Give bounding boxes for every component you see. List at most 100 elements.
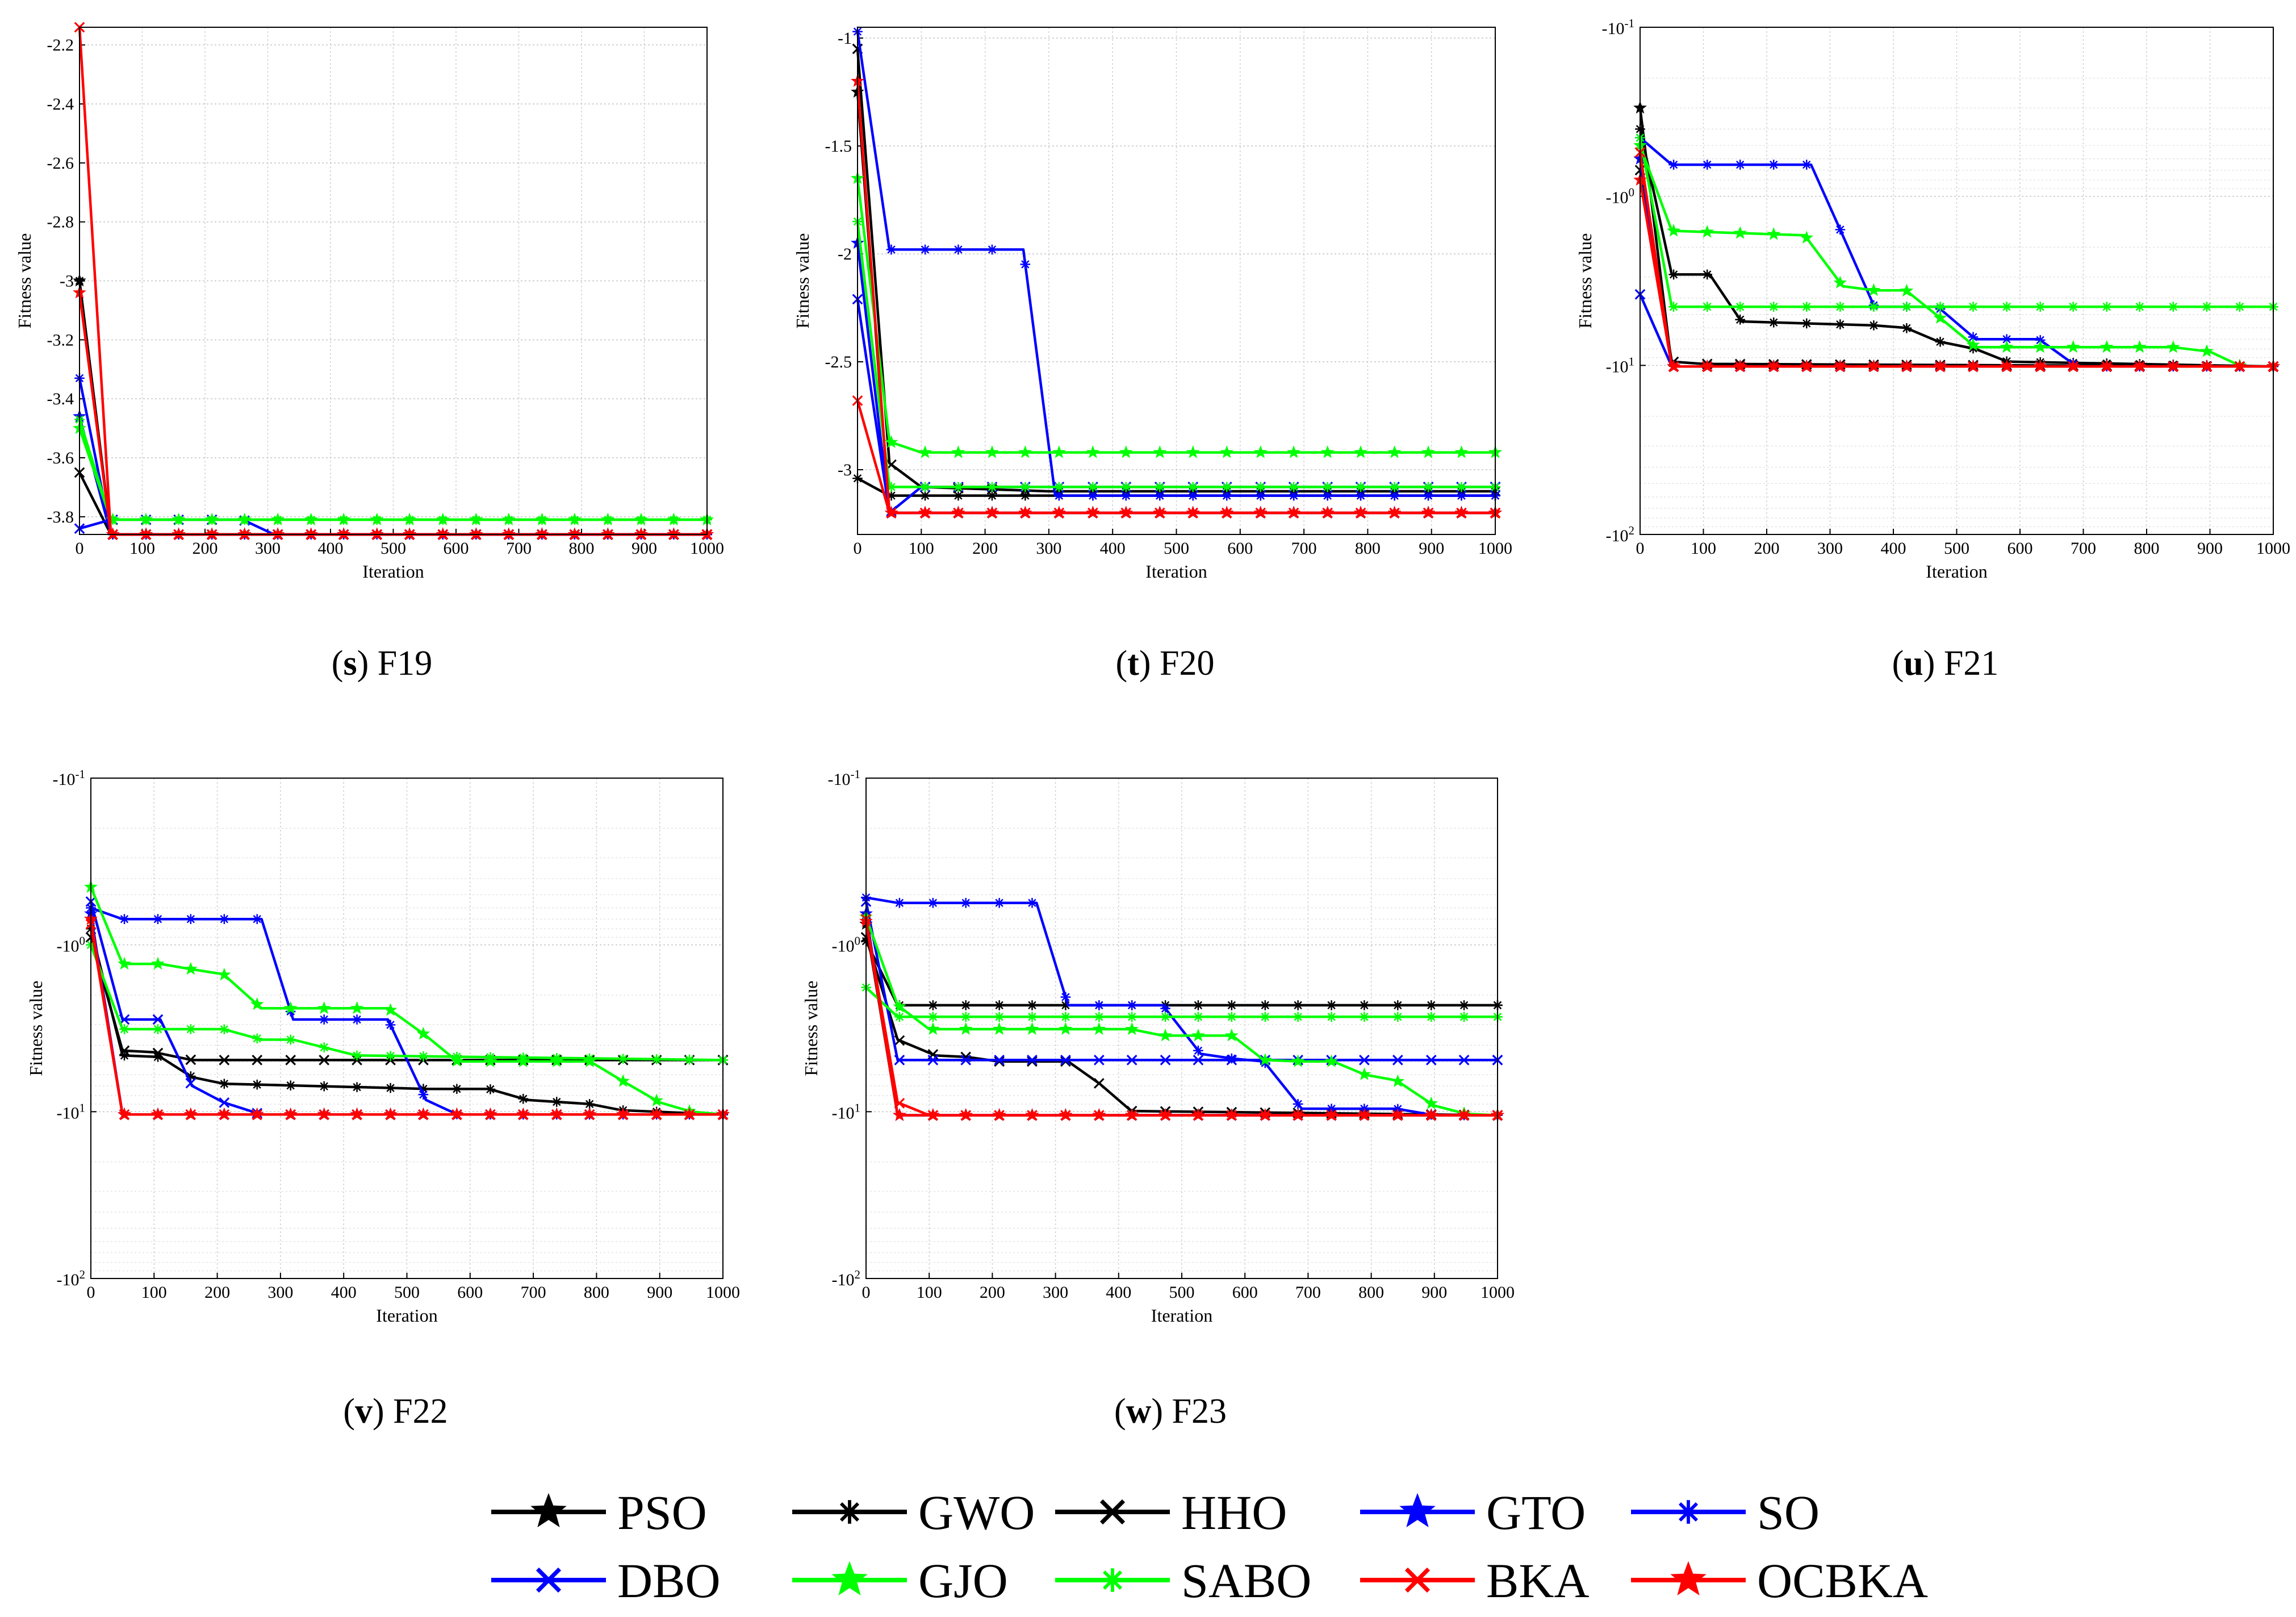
y-axis-label: Fitness value <box>26 981 46 1076</box>
series-marker <box>684 1054 695 1065</box>
series-marker <box>1052 505 1066 519</box>
series-marker <box>1800 359 1814 373</box>
series-marker <box>1287 505 1300 519</box>
series-marker <box>2132 359 2147 373</box>
x-tick-label: 500 <box>394 1283 420 1302</box>
x-tick-label: 100 <box>909 539 934 558</box>
series-marker <box>1700 225 1714 238</box>
series-marker <box>2134 302 2145 312</box>
x-tick-label: 200 <box>193 539 218 558</box>
series-marker <box>1155 482 1165 492</box>
x-tick-label: 800 <box>569 539 595 558</box>
series-marker <box>404 515 415 525</box>
series-marker <box>1459 1012 1469 1022</box>
legend-item-dbo: DBO <box>491 1553 721 1608</box>
caption: (t) F20 <box>1116 644 1215 683</box>
series-marker <box>2066 359 2080 373</box>
series-marker <box>1253 505 1268 519</box>
series-marker <box>668 515 679 525</box>
legend-marker <box>1399 1493 1436 1528</box>
axes-frame <box>90 778 723 1279</box>
series-marker <box>469 527 483 541</box>
series-gjo <box>84 880 730 1121</box>
y-axis-label: Fitness value <box>1575 233 1595 329</box>
series-marker <box>219 1055 230 1066</box>
series-marker <box>252 1079 262 1090</box>
series-marker <box>1160 1012 1170 1022</box>
x-tick-label: 900 <box>2197 539 2223 558</box>
series-marker <box>603 515 613 525</box>
series-marker <box>1456 490 1467 501</box>
x-axis-label: Iteration <box>362 561 424 582</box>
series-marker <box>119 1024 129 1034</box>
series-marker <box>1733 359 1747 373</box>
series-marker <box>1700 359 1714 373</box>
legend-item-bka: BKA <box>1360 1553 1590 1608</box>
x-tick-label: 300 <box>267 1283 293 1302</box>
series-marker <box>516 1107 530 1121</box>
series-marker <box>1456 482 1467 492</box>
series-marker <box>1093 1055 1105 1066</box>
series-marker <box>994 1056 1005 1067</box>
y-tick-label: -3.6 <box>47 449 74 467</box>
series-marker <box>1391 1074 1405 1087</box>
series-marker <box>1260 1000 1270 1010</box>
legend-item-pso: PSO <box>491 1485 707 1540</box>
series-marker <box>953 490 964 501</box>
series-marker <box>1186 445 1200 458</box>
y-tick-label: -102 <box>1606 524 1635 545</box>
series-marker <box>1225 1028 1239 1042</box>
series-marker <box>1027 1000 1038 1010</box>
y-tick-label: -101 <box>832 1101 861 1122</box>
series-marker <box>437 515 448 525</box>
series-marker <box>616 1107 630 1121</box>
legend-marker <box>831 1561 868 1596</box>
series-marker <box>1187 482 1198 492</box>
legend-label: GJO <box>918 1553 1008 1608</box>
series-marker <box>1020 490 1031 501</box>
x-tick-label: 900 <box>631 539 657 558</box>
series-marker <box>352 1082 362 1092</box>
series-marker <box>1768 160 1779 170</box>
series-marker <box>185 1054 196 1066</box>
x-tick-label: 700 <box>506 539 532 558</box>
series-marker <box>959 1022 973 1035</box>
series-marker <box>636 515 646 525</box>
series-marker <box>152 1014 164 1025</box>
caption: (s) F19 <box>332 644 432 683</box>
y-tick-label: -3.4 <box>47 390 74 408</box>
series-marker <box>1867 359 1881 373</box>
y-tick-label: -10-1 <box>53 767 86 789</box>
series-marker <box>1702 302 1712 312</box>
x-tick-label: 0 <box>87 1283 95 1302</box>
series-marker <box>383 1003 398 1016</box>
chart-panel-v: 0 100 200 300 400 500 600 700 800 900 1000 -102 -101… <box>26 767 740 1431</box>
legend-label: BKA <box>1486 1553 1590 1608</box>
series-marker <box>1094 1012 1105 1022</box>
series-marker <box>884 505 898 519</box>
series-marker <box>1835 224 1846 235</box>
series-marker <box>926 1022 940 1035</box>
series-marker <box>920 482 930 492</box>
series-marker <box>383 1107 398 1121</box>
series-marker <box>1356 482 1366 492</box>
series-line <box>864 941 1498 1007</box>
series-marker <box>186 1024 196 1034</box>
series-marker <box>683 1107 696 1121</box>
series-marker <box>370 527 384 541</box>
series-marker <box>418 1089 429 1100</box>
x-tick-label: 100 <box>1691 539 1716 558</box>
legend-marker <box>1670 1561 1707 1596</box>
x-tick-label: 700 <box>1295 1283 1321 1302</box>
series-marker <box>2100 359 2114 373</box>
series-marker <box>518 1052 529 1063</box>
series-marker <box>186 914 196 924</box>
series-marker <box>1391 1108 1405 1121</box>
series-marker <box>584 1099 595 1109</box>
series-marker <box>1324 1108 1339 1121</box>
series-marker <box>485 1084 496 1094</box>
series-marker <box>350 1107 364 1121</box>
series-marker <box>1868 320 1879 331</box>
series-marker <box>1933 359 1947 373</box>
series-marker <box>1454 445 1469 458</box>
